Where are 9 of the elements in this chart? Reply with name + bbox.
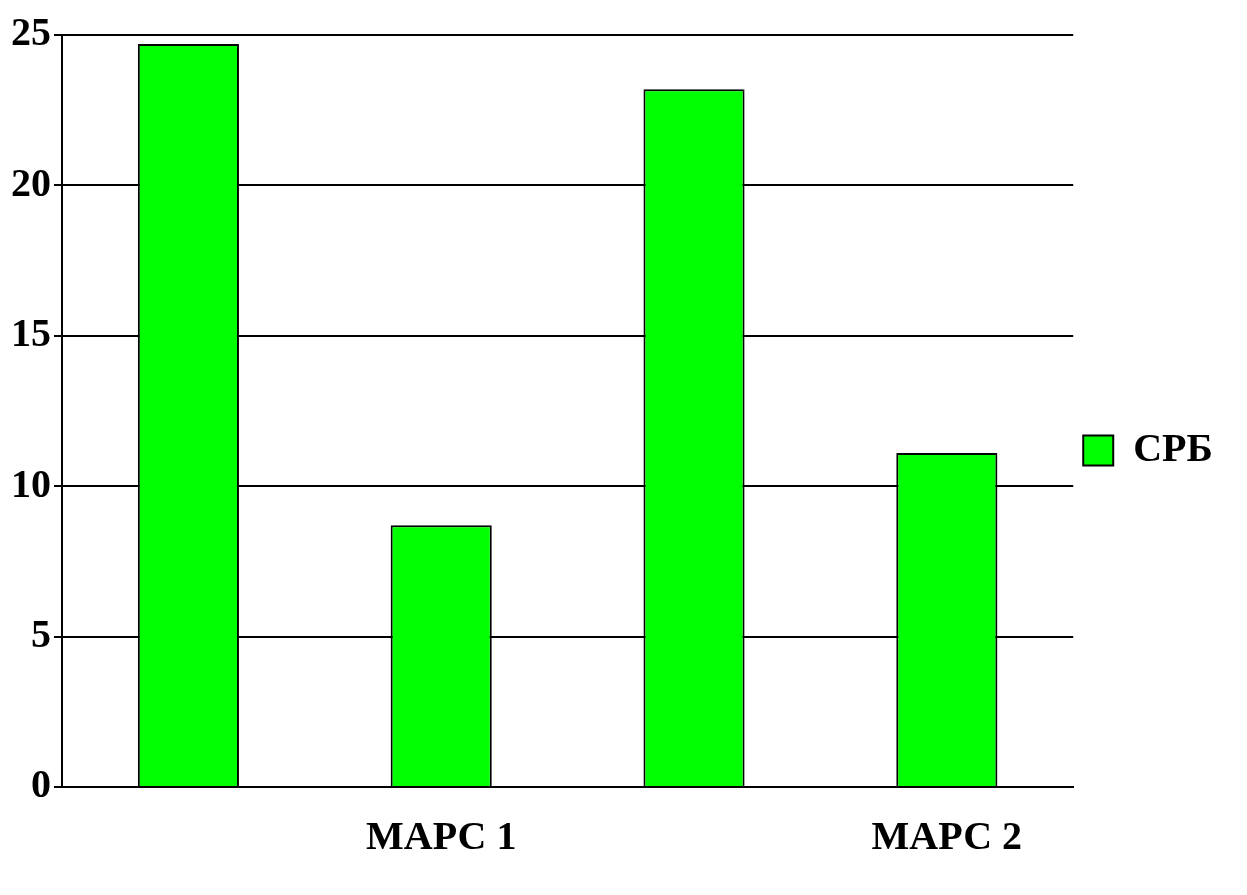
legend-label: СРБ (1133, 424, 1213, 470)
y-tick-label: 0 (31, 761, 51, 807)
y-tick-label: 10 (11, 460, 51, 506)
x-tick-label: МАРС 2 (871, 813, 1023, 859)
y-tick-label: 15 (11, 310, 51, 356)
x-tick-label: МАРС 1 (365, 813, 517, 859)
y-tick-label: 20 (11, 159, 51, 205)
y-tick-label: 5 (31, 610, 51, 656)
y-tick-label: 25 (11, 9, 51, 55)
